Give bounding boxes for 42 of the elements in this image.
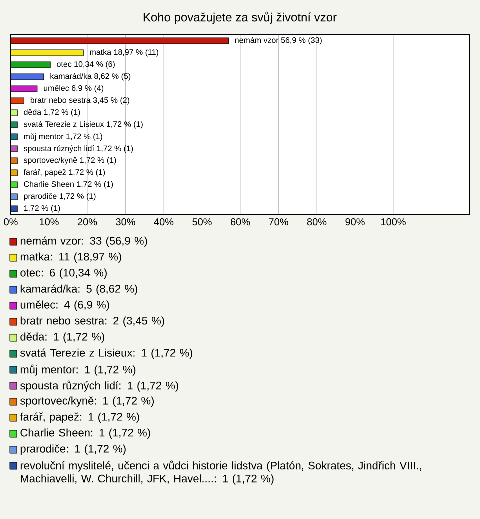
legend-label: farář, papež: 1 (1,72 %) bbox=[20, 412, 140, 424]
x-tick-label: 0% bbox=[4, 218, 18, 226]
data-label: prarodiče 1,72 % (1) bbox=[24, 193, 96, 201]
x-tick-label: 40% bbox=[154, 218, 174, 226]
legend-label: svatá Terezie z Lisieux: 1 (1,72 %) bbox=[20, 348, 193, 360]
legend-label: sportovec/kyně: 1 (1,72 %) bbox=[20, 396, 154, 407]
data-label: 1,72 % (1) bbox=[24, 205, 60, 213]
data-label: svatá Terezie z Lisieux 1,72 % (1) bbox=[24, 121, 143, 129]
legend-label: matka: 11 (18,97 %) bbox=[20, 252, 122, 263]
data-label: otec 10,34 % (6) bbox=[57, 61, 115, 69]
data-label: děda 1,72 % (1) bbox=[24, 109, 80, 117]
x-tick-label: 10% bbox=[40, 218, 59, 226]
data-label: bratr nebo sestra 3,45 % (2) bbox=[30, 97, 130, 105]
data-label: můj mentor 1,72 % (1) bbox=[24, 132, 102, 142]
legend-label: bratr nebo sestra: 2 (3,45 %) bbox=[20, 316, 164, 327]
legend-label: prarodiče: 1 (1,72 %) bbox=[20, 444, 126, 455]
data-label: umělec 6,9 % (4) bbox=[44, 85, 104, 93]
x-tick-label: 60% bbox=[231, 218, 250, 226]
x-tick-label: 50% bbox=[192, 218, 212, 226]
legend-label: můj mentor: 1 (1,72 %) bbox=[20, 364, 136, 376]
data-label: nemám vzor 56,9 % (33) bbox=[235, 37, 322, 45]
legend-label: spousta různých lidí: 1 (1,72 %) bbox=[20, 380, 178, 392]
legend-label: Charlie Sheen: 1 (1,72 %) bbox=[20, 428, 150, 439]
data-label: matka 18,97 % (11) bbox=[90, 49, 158, 57]
data-label: Charlie Sheen 1,72 % (1) bbox=[24, 181, 114, 189]
legend-label: nemám vzor: 33 (56,9 %) bbox=[20, 236, 148, 248]
x-tick-label: 90% bbox=[346, 218, 365, 226]
legend-label: otec: 6 (10,34 %) bbox=[20, 268, 107, 279]
x-tick-label: 80% bbox=[307, 218, 327, 226]
x-tick-label: 100% bbox=[381, 218, 406, 226]
x-tick-label: 30% bbox=[116, 218, 136, 226]
chart-title: Koho považujete za svůj životní vzor bbox=[144, 12, 337, 24]
legend-label: umělec: 4 (6,9 %) bbox=[20, 300, 110, 311]
x-tick-label: 70% bbox=[269, 218, 288, 226]
data-label: sportovec/kyně 1,72 % (1) bbox=[24, 157, 116, 165]
x-tick-label: 20% bbox=[78, 218, 98, 226]
data-label: spousta různých lidí 1,72 % (1) bbox=[24, 144, 134, 154]
legend-label: revoluční myslitelé, učenci a vůdci historie lidstva (Platón, Sokrates, Jindřich VIII., Machiavelli, W. Churchill, JFK, Havel....: 1 (1,72 %) bbox=[20, 460, 422, 485]
data-label: farář, papež 1,72 % (1) bbox=[24, 169, 106, 177]
legend-label: děda: 1 (1,72 %) bbox=[20, 332, 104, 343]
data-label: kamarád/ka 8,62 % (5) bbox=[50, 73, 131, 81]
legend-label: kamarád/ka: 5 (8,62 %) bbox=[20, 284, 138, 296]
